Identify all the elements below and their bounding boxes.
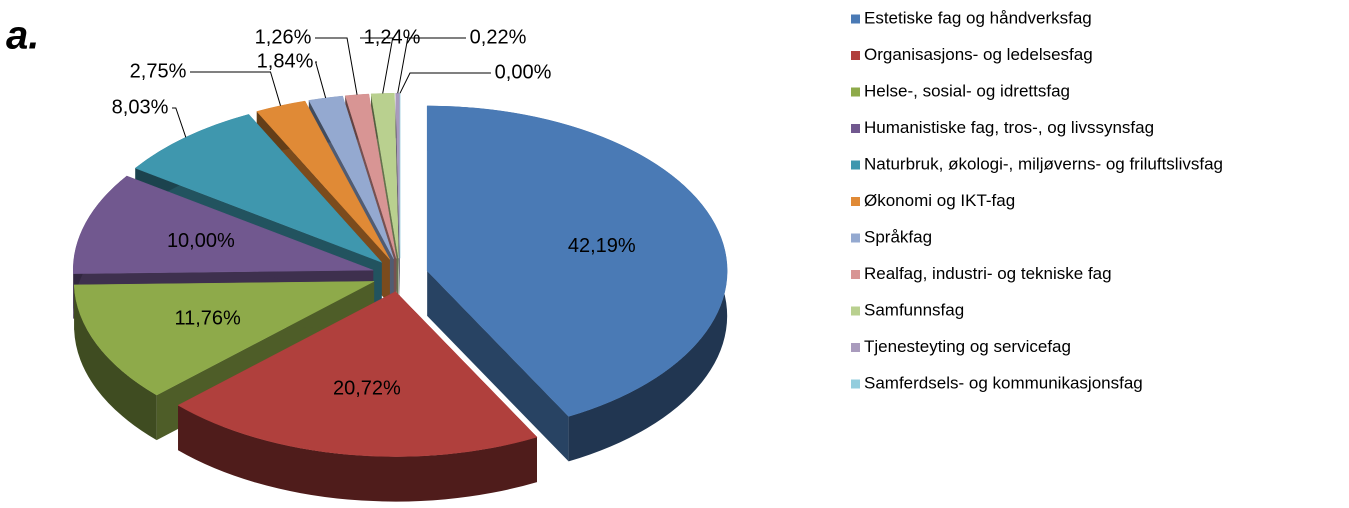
legend-label: Samferdsels- og kommunikasjonsfag [864,373,1143,392]
legend-swatch [851,14,860,24]
slice [426,105,728,417]
slice [73,281,375,396]
legend-swatch [851,343,860,352]
data-label: 1,84% [257,50,314,72]
legend-label: Organisasjons- og ledelsesfag [864,45,1093,64]
leader-line [172,107,187,138]
legend-swatch [851,197,860,206]
data-label: 2,75% [130,60,187,82]
slice-wall [395,93,400,304]
legend-swatch [851,160,860,170]
legend-label: Språkfag [864,227,932,246]
leader-line [315,37,358,95]
data-label: 42,19% [568,235,636,257]
legend-label: Naturbruk, økologi-, miljøverns- og fril… [864,154,1223,173]
data-label: 1,26% [255,26,312,48]
legend-swatch [851,51,860,60]
leader-line [399,72,491,94]
data-label: 0,22% [470,26,527,48]
slice [73,175,374,274]
legend-swatch [851,233,860,243]
data-label: 10,00% [167,230,235,252]
legend-swatch [851,306,860,316]
legend-label: Tjenesteyting og servicefag [864,337,1071,356]
leader-line [190,71,281,106]
legend-label: Samfunnsfag [864,300,964,319]
legend-label: Realfag, industri- og tekniske fag [864,264,1112,283]
data-label: 1,24% [364,26,421,48]
leader-line [360,37,394,94]
legend-swatch [851,124,860,133]
legend-label: Helse-, sosial- og idrettsfag [864,81,1070,100]
leader-line [314,61,327,99]
data-label: 20,72% [333,378,401,400]
panel-label: a. [6,14,39,58]
legend-label: Økonomi og IKT-fag [864,191,1015,210]
leader-line [397,37,466,94]
slice-wall [427,270,569,462]
legend-swatch [851,87,860,97]
data-label: 0,00% [495,61,552,83]
data-label: 11,76% [174,307,241,329]
slice [134,114,382,263]
legend-label: Estetiske fag og håndverksfag [864,8,1092,27]
legend-swatch [851,270,860,279]
legend-label: Humanistiske fag, tros-, og livssynsfag [864,118,1154,137]
legend-swatch [851,379,860,389]
slice [177,291,538,457]
data-label: 8,03% [112,96,169,118]
slice-side [178,405,537,502]
slice-side [74,284,157,441]
